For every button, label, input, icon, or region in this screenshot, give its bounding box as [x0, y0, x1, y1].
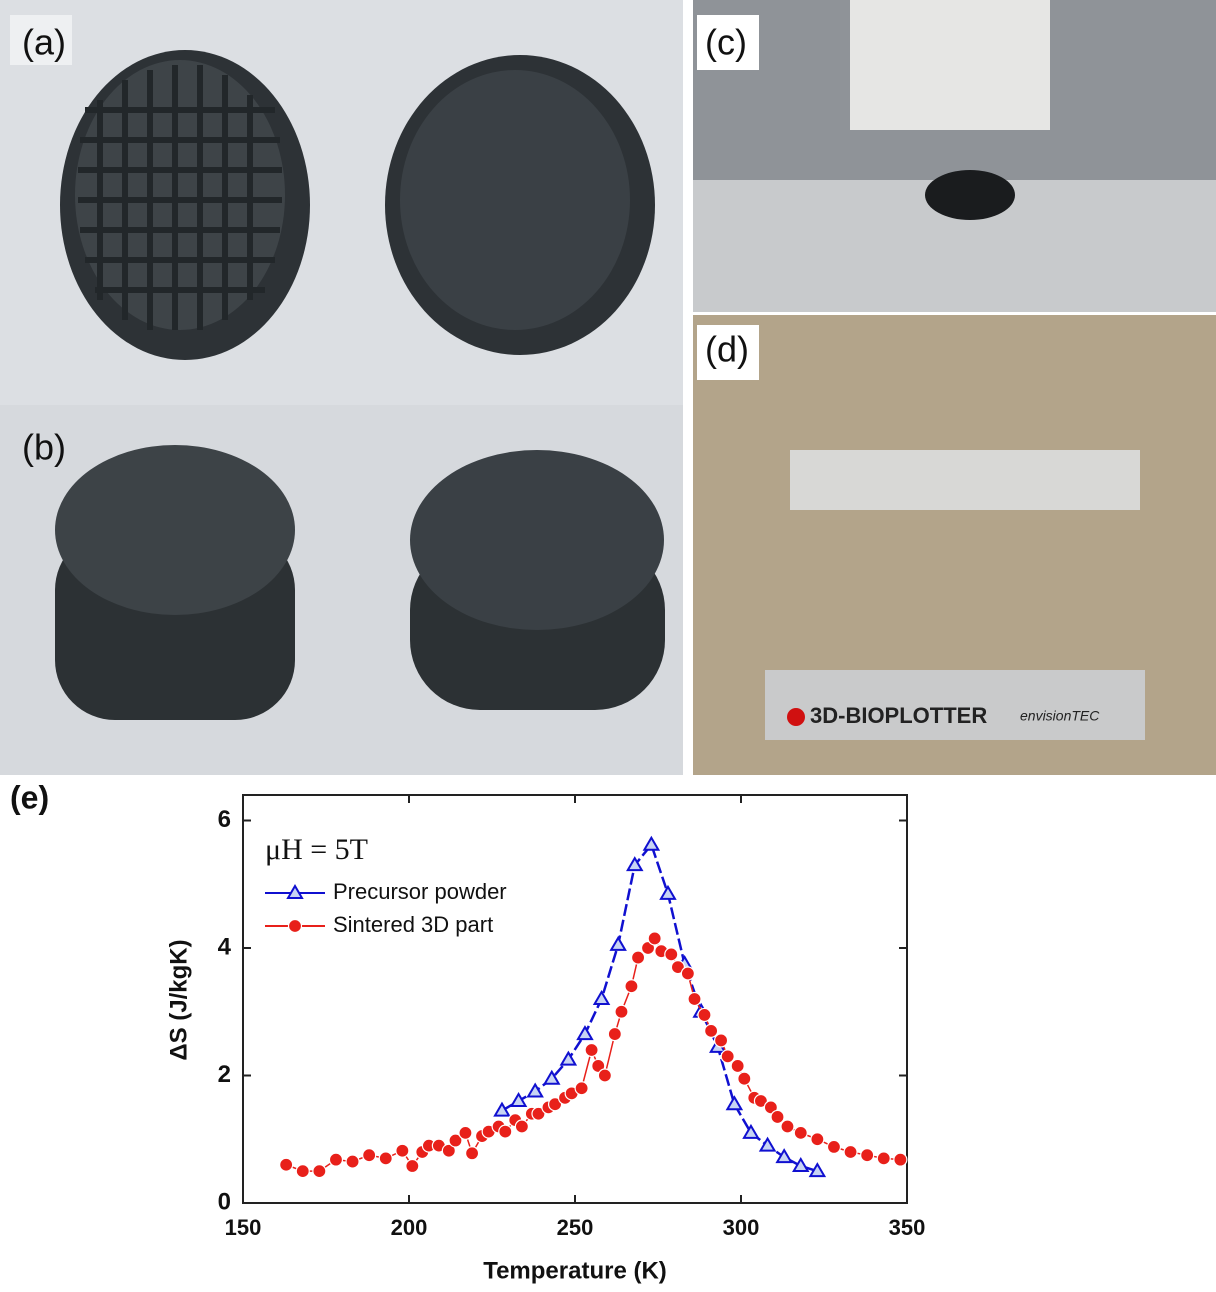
data-point: [528, 1084, 542, 1096]
data-point: [665, 948, 678, 961]
data-point: [727, 1097, 741, 1109]
y-tick-label: 2: [218, 1061, 231, 1088]
data-point: [794, 1159, 808, 1171]
data-point: [644, 838, 658, 850]
data-point: [615, 1005, 628, 1018]
y-axis-label: ΔS (J/kgK): [165, 939, 192, 1060]
data-point: [715, 1034, 728, 1047]
data-point: [296, 1165, 309, 1178]
data-point: [681, 967, 694, 980]
data-point: [459, 1126, 472, 1139]
data-point: [811, 1133, 824, 1146]
photo-c: [693, 0, 1216, 312]
data-point: [877, 1152, 890, 1165]
photo-text: envisionTEC: [1020, 708, 1100, 724]
panel-label: (c): [705, 22, 747, 63]
data-point: [777, 1150, 791, 1162]
photo-d: 3D-BIOPLOTTER envisionTEC: [693, 315, 1216, 775]
data-point: [280, 1158, 293, 1171]
data-point: [744, 1126, 758, 1138]
data-point: [705, 1024, 718, 1037]
data-point: [761, 1139, 775, 1151]
legend-label: Precursor powder: [333, 879, 507, 904]
data-point: [608, 1028, 621, 1041]
data-point: [515, 1120, 528, 1133]
photo-text: 3D-BIOPLOTTER: [810, 703, 987, 728]
data-point: [575, 1082, 588, 1095]
x-tick-label: 150: [225, 1215, 262, 1240]
page: 3D-BIOPLOTTER envisionTEC (a) (b) (c) (d…: [0, 0, 1216, 1287]
data-point: [329, 1153, 342, 1166]
data-point: [499, 1125, 512, 1138]
panel-label: (d): [705, 329, 749, 370]
data-point: [632, 951, 645, 964]
data-point: [363, 1149, 376, 1162]
x-tick-label: 350: [889, 1215, 926, 1240]
panel-label: (e): [10, 779, 49, 815]
data-point: [396, 1144, 409, 1157]
data-point: [379, 1152, 392, 1165]
figure: 3D-BIOPLOTTER envisionTEC (a) (b) (c) (d…: [0, 0, 1216, 1287]
data-point: [561, 1053, 575, 1065]
legend-label: Sintered 3D part: [333, 912, 493, 937]
photo-b: [0, 405, 683, 775]
data-point: [844, 1146, 857, 1159]
data-point: [731, 1059, 744, 1072]
data-point: [495, 1104, 509, 1116]
x-tick-label: 250: [557, 1215, 594, 1240]
photo-a: [0, 0, 683, 405]
data-point: [313, 1165, 326, 1178]
legend-marker: [289, 920, 302, 933]
data-point: [512, 1094, 526, 1106]
data-point: [406, 1160, 419, 1173]
panel-label: (a): [22, 22, 66, 63]
data-point: [894, 1153, 907, 1166]
data-point: [346, 1155, 359, 1168]
data-point: [721, 1050, 734, 1063]
y-tick-label: 4: [218, 933, 232, 960]
data-point: [661, 887, 675, 899]
data-point: [595, 992, 609, 1004]
panel-label: (b): [22, 427, 66, 468]
y-tick-label: 0: [218, 1188, 231, 1215]
x-axis-label: Temperature (K): [483, 1257, 667, 1284]
x-tick-label: 200: [391, 1215, 428, 1240]
data-point: [578, 1027, 592, 1039]
data-point: [648, 932, 661, 945]
data-point: [625, 980, 638, 993]
data-point: [781, 1120, 794, 1133]
x-tick-label: 300: [723, 1215, 760, 1240]
data-point: [466, 1147, 479, 1160]
y-tick-label: 6: [218, 806, 231, 833]
data-point: [827, 1140, 840, 1153]
annotation: μH = 5T: [265, 833, 368, 866]
data-point: [794, 1126, 807, 1139]
data-point: [698, 1008, 711, 1021]
data-point: [738, 1072, 751, 1085]
series-line: [502, 845, 817, 1171]
data-point: [861, 1149, 874, 1162]
data-point: [611, 938, 625, 950]
data-point: [585, 1044, 598, 1057]
data-point: [688, 993, 701, 1006]
data-point: [771, 1110, 784, 1123]
data-point: [598, 1069, 611, 1082]
